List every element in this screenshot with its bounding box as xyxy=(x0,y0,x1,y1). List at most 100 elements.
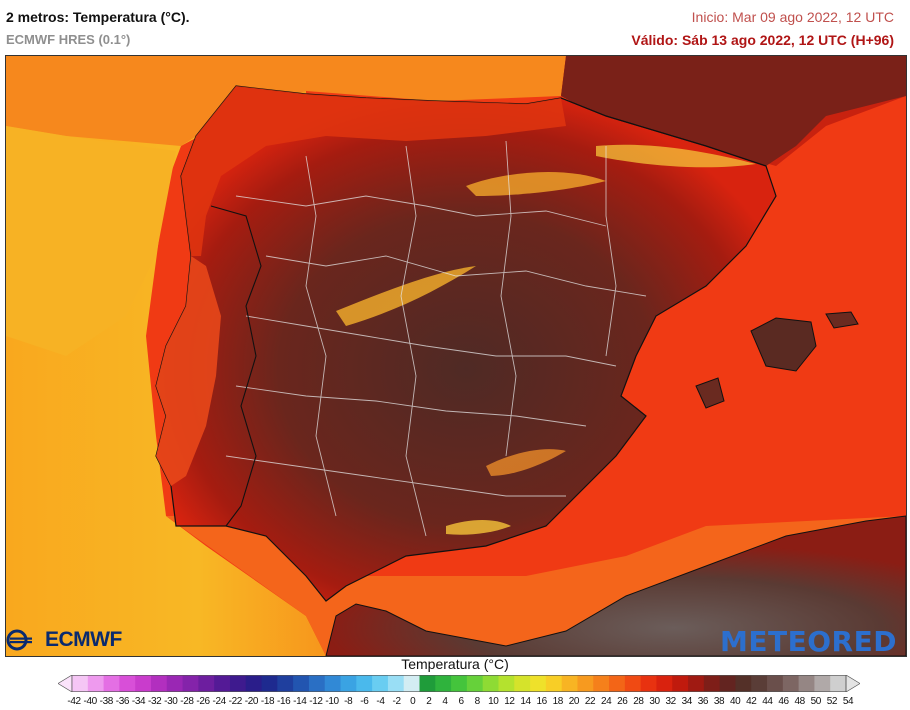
legend-tick-label: 6 xyxy=(458,696,464,707)
legend-tick-label: 30 xyxy=(649,696,660,707)
colorbar-swatch xyxy=(182,675,199,692)
legend-tick-label: 38 xyxy=(713,696,725,707)
legend-tick-label: 36 xyxy=(697,696,709,707)
ecmwf-logo: ECMWF xyxy=(6,628,122,652)
colorbar-swatch xyxy=(435,675,452,692)
legend-tick-label: -36 xyxy=(115,696,130,707)
legend-tick-label: 42 xyxy=(746,696,757,707)
ibiza-island xyxy=(695,377,725,409)
legend-tick-label: -22 xyxy=(228,696,243,707)
colorbar-swatch xyxy=(514,675,531,692)
legend-tick-label: -34 xyxy=(131,696,146,707)
colorbar-swatch xyxy=(814,675,831,692)
colorbar-swatch xyxy=(103,675,120,692)
cantabrian-ridge xyxy=(466,171,606,196)
baetic-ridge xyxy=(446,520,511,535)
legend-tick-label: 34 xyxy=(681,696,693,707)
colorbar-swatch xyxy=(135,675,152,692)
legend-tick-label: 16 xyxy=(536,696,548,707)
legend-tick-label: 22 xyxy=(584,696,596,707)
legend-tick-label: 48 xyxy=(794,696,806,707)
legend-tick-label: 24 xyxy=(601,696,612,707)
portugal-coast-band xyxy=(156,256,221,486)
colorbar-swatch xyxy=(198,675,215,692)
colorbar-swatch xyxy=(166,675,184,692)
colorbar-max-arrow xyxy=(845,675,860,692)
colorbar-swatch xyxy=(245,675,263,692)
colorbar-swatch xyxy=(293,675,310,692)
atlantic-cool-band xyxy=(6,126,176,356)
legend-tick-label: 32 xyxy=(665,696,677,707)
legend-tick-label: -26 xyxy=(196,696,210,707)
colorbar-swatch xyxy=(451,675,468,692)
colorbar-swatch xyxy=(782,675,800,692)
legend-tick-label: 40 xyxy=(730,696,741,707)
temperature-colorbar xyxy=(58,675,860,692)
legend-tick-label: 54 xyxy=(842,696,854,707)
legend-tick-label: 50 xyxy=(810,696,822,707)
legend-tick-label: -24 xyxy=(212,696,227,707)
legend-tick-label: -18 xyxy=(260,696,275,707)
legend-tick-label: 10 xyxy=(488,696,499,707)
north-africa xyxy=(325,515,906,656)
legend-tick-label: 2 xyxy=(426,696,432,707)
sierra-nevada-ridge xyxy=(486,449,566,476)
central-system-ridge xyxy=(336,266,476,326)
colorbar-swatch xyxy=(703,675,721,692)
province-borders xyxy=(225,140,647,537)
colorbar-swatch xyxy=(150,675,168,692)
legend-tick-label: 52 xyxy=(826,696,838,707)
colorbar-swatch xyxy=(498,675,515,692)
country-borders xyxy=(210,97,767,527)
legend-tick-label: -42 xyxy=(67,696,81,707)
ecmwf-emblem-icon xyxy=(6,629,32,651)
colorbar-swatch xyxy=(530,675,547,692)
temperature-map[interactable] xyxy=(5,55,907,657)
legend-tick-label: -38 xyxy=(99,696,114,707)
colorbar-swatch xyxy=(277,675,294,692)
colorbar-swatch xyxy=(214,675,231,692)
colorbar-swatch xyxy=(387,675,405,692)
colorbar-swatch xyxy=(624,675,642,692)
legend-tick-label: 44 xyxy=(762,696,773,707)
legend-tick-label: 8 xyxy=(474,696,481,707)
colorbar-swatch xyxy=(356,675,373,692)
map-canvas xyxy=(6,56,906,656)
init-time: Inicio: Mar 09 ago 2022, 12 UTC xyxy=(691,9,894,25)
legend-tick-label: 4 xyxy=(442,696,448,707)
map-title: 2 metros: Temperatura (°C). xyxy=(6,9,190,25)
colorbar-swatch xyxy=(751,675,768,692)
colorbar-swatch xyxy=(719,675,736,692)
model-name: ECMWF HRES (0.1°) xyxy=(6,32,131,47)
legend-tick-label: 20 xyxy=(568,696,580,707)
colorbar-swatch xyxy=(482,675,499,692)
colorbar-swatch xyxy=(672,675,689,692)
colorbar-frame xyxy=(71,675,847,692)
legend-tick-label: -20 xyxy=(244,696,259,707)
legend-tick-label: 18 xyxy=(552,696,564,707)
legend-tick-label: -28 xyxy=(180,696,194,707)
legend-tick-label: -14 xyxy=(293,696,307,707)
legend-tick-label: 0 xyxy=(410,696,416,707)
colorbar-swatch xyxy=(87,675,105,692)
pyrenees-ridge xyxy=(596,144,756,168)
menorca-island xyxy=(825,311,859,329)
colorbar-swatch xyxy=(640,675,657,692)
legend-tick-label: -32 xyxy=(148,696,162,707)
colorbar-swatch xyxy=(466,675,484,692)
colorbar-swatch xyxy=(419,675,436,692)
legend-title: Temperatura (°C) xyxy=(401,656,509,672)
colorbar-swatch xyxy=(403,675,421,692)
legend-tick-label: 14 xyxy=(520,696,531,707)
legend-tick-label: -4 xyxy=(376,696,385,707)
ecmwf-logo-text: ECMWF xyxy=(45,628,122,651)
legend-tick-label: -6 xyxy=(360,696,369,707)
colorbar-swatch xyxy=(324,675,342,692)
colorbar-swatch xyxy=(656,675,673,692)
colorbar-swatch xyxy=(372,675,389,692)
colorbar-swatch xyxy=(767,675,784,692)
colorbar-swatch xyxy=(577,675,594,692)
legend-tick-label: -2 xyxy=(392,696,401,707)
bay-of-biscay xyxy=(6,56,566,146)
legend-tick-label: -16 xyxy=(277,696,291,707)
